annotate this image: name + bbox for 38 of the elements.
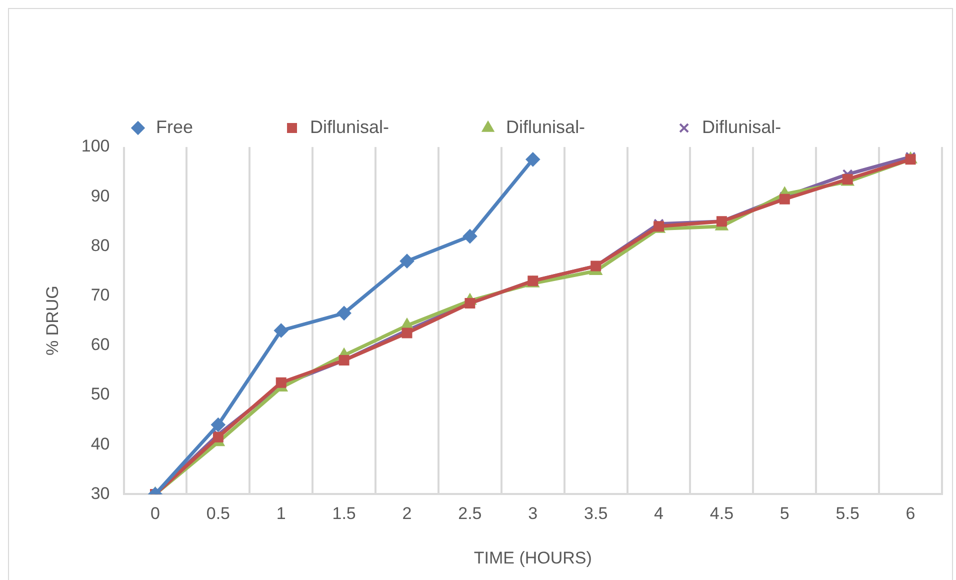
x-tick-label: 5: [780, 504, 790, 524]
legend-label: Free: [156, 116, 194, 137]
x-tick-label: 2: [402, 504, 412, 524]
x-tick-label: 1.5: [332, 504, 356, 524]
point: [779, 194, 790, 204]
point: [526, 152, 540, 166]
point: [211, 418, 226, 432]
legend-label: Diflunisal-: [310, 116, 390, 137]
y-tick-label: 60: [90, 335, 110, 354]
point: [337, 306, 352, 320]
x-tick-label: 5.5: [836, 504, 860, 524]
y-tick-label: 70: [90, 285, 110, 304]
x-tick-label: 0.5: [206, 504, 230, 524]
x-axis-title: TIME (HOURS): [474, 548, 592, 568]
y-tick-label: 40: [90, 434, 110, 454]
y-tick-label: 30: [90, 484, 110, 503]
x-tick-label: 3.5: [584, 504, 608, 524]
x-tick-label: 6: [906, 504, 916, 524]
x-tick-label: 2.5: [458, 504, 482, 524]
point: [276, 377, 286, 388]
y-tick-label: 100: [81, 136, 110, 156]
x-tick-label: 0: [150, 504, 160, 524]
point: [462, 229, 477, 244]
point: [400, 254, 414, 268]
legend-label: Diflunisal-: [702, 116, 782, 137]
point: [905, 154, 916, 165]
y-axis-title: % DRUG: [42, 286, 62, 356]
point: [212, 432, 224, 442]
point: [274, 324, 288, 338]
x-tick-label: 3: [528, 504, 538, 524]
x-tick-label: 1: [276, 504, 286, 524]
point: [402, 328, 412, 338]
y-tick-label: 90: [90, 186, 110, 206]
x-tick-label: 4: [654, 504, 664, 524]
x-tick-label: 4.5: [710, 504, 734, 524]
y-tick-label: 50: [90, 384, 110, 404]
y-tick-label: 80: [90, 236, 110, 255]
legend-label: Diflunisal-: [506, 116, 586, 137]
